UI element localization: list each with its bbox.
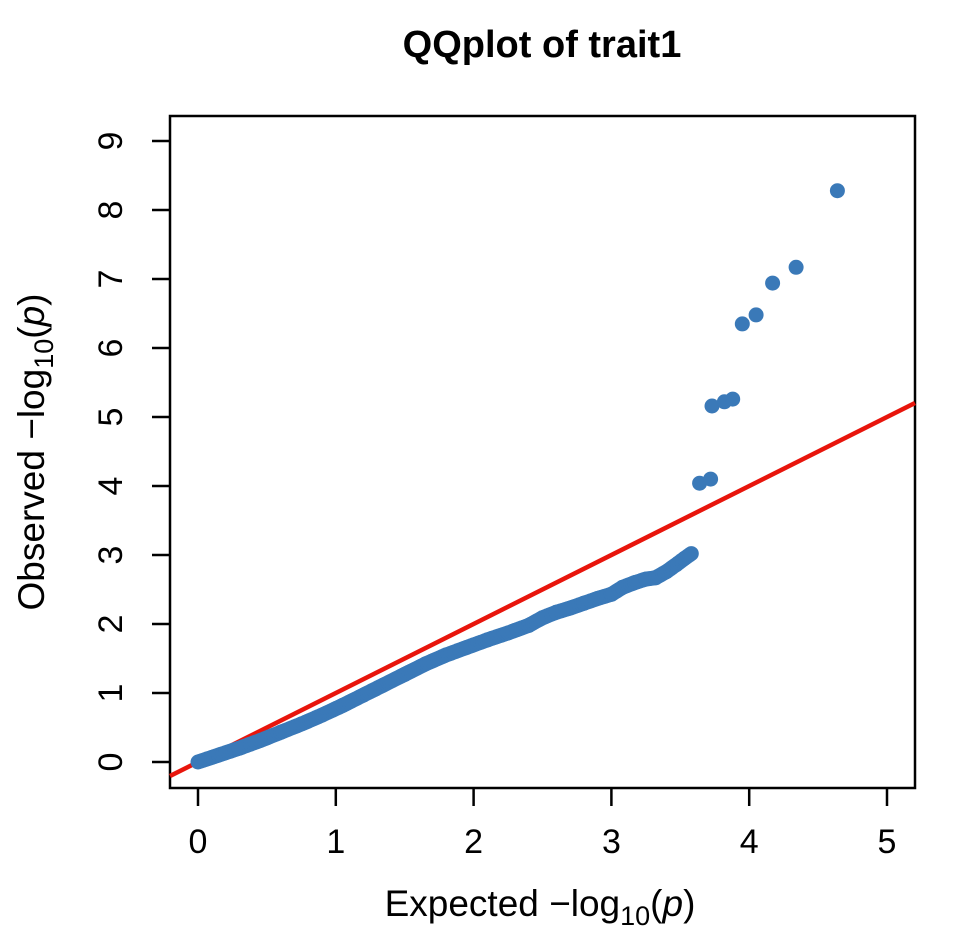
x-tick-label: 5 <box>878 823 897 861</box>
y-tick-label: 2 <box>92 615 130 634</box>
x-axis-label: Expected −log10(p) <box>385 883 696 931</box>
y-tick-label: 8 <box>92 201 130 220</box>
x-tick-label: 3 <box>602 823 621 861</box>
log-subscript: 10 <box>620 901 650 931</box>
open-paren: ( <box>11 326 52 339</box>
plot-border <box>168 114 917 790</box>
y-tick-label: 1 <box>92 684 130 703</box>
x-axis-label-prefix: Expected −log <box>385 883 621 924</box>
y-tick-label: 4 <box>92 477 130 496</box>
qq-tail-point <box>748 307 764 323</box>
qq-tail-point <box>704 398 720 414</box>
y-tick-label: 7 <box>92 270 130 289</box>
qq-tail-point <box>788 259 804 275</box>
identity-line <box>169 400 916 779</box>
p-symbol: p <box>11 306 52 328</box>
y-axis-label-prefix: Observed −log <box>11 369 52 611</box>
x-tick-label: 1 <box>326 823 345 861</box>
qq-tail-point <box>725 391 741 407</box>
y-tick-label: 9 <box>92 132 130 151</box>
y-tick-label: 5 <box>92 408 130 427</box>
qq-tail-point <box>765 275 781 291</box>
y-tick-label: 0 <box>92 753 130 772</box>
y-axis-label: Observed −log10(p) <box>11 294 59 611</box>
qq-band-point <box>683 546 699 562</box>
chart-title: QQplot of trait1 <box>403 24 682 66</box>
qq-tail-point <box>829 183 845 199</box>
p-symbol: p <box>662 883 684 924</box>
data-points-layer <box>190 183 845 770</box>
open-paren: ( <box>650 883 663 924</box>
qq-tail-point <box>734 316 750 332</box>
y-tick-label: 3 <box>92 546 130 565</box>
x-tick-label: 4 <box>740 823 759 861</box>
log-subscript: 10 <box>29 339 59 369</box>
close-paren: ) <box>11 294 52 306</box>
reference-line-layer <box>169 400 916 779</box>
close-paren: ) <box>683 883 695 924</box>
x-tick-label: 0 <box>189 823 208 861</box>
qq-tail-point <box>703 471 719 487</box>
axis-ticks: 0 1 2 3 4 5 0 1 2 3 4 5 6 7 8 9 <box>92 132 896 861</box>
y-tick-label: 6 <box>92 339 130 358</box>
x-tick-label: 2 <box>464 823 483 861</box>
